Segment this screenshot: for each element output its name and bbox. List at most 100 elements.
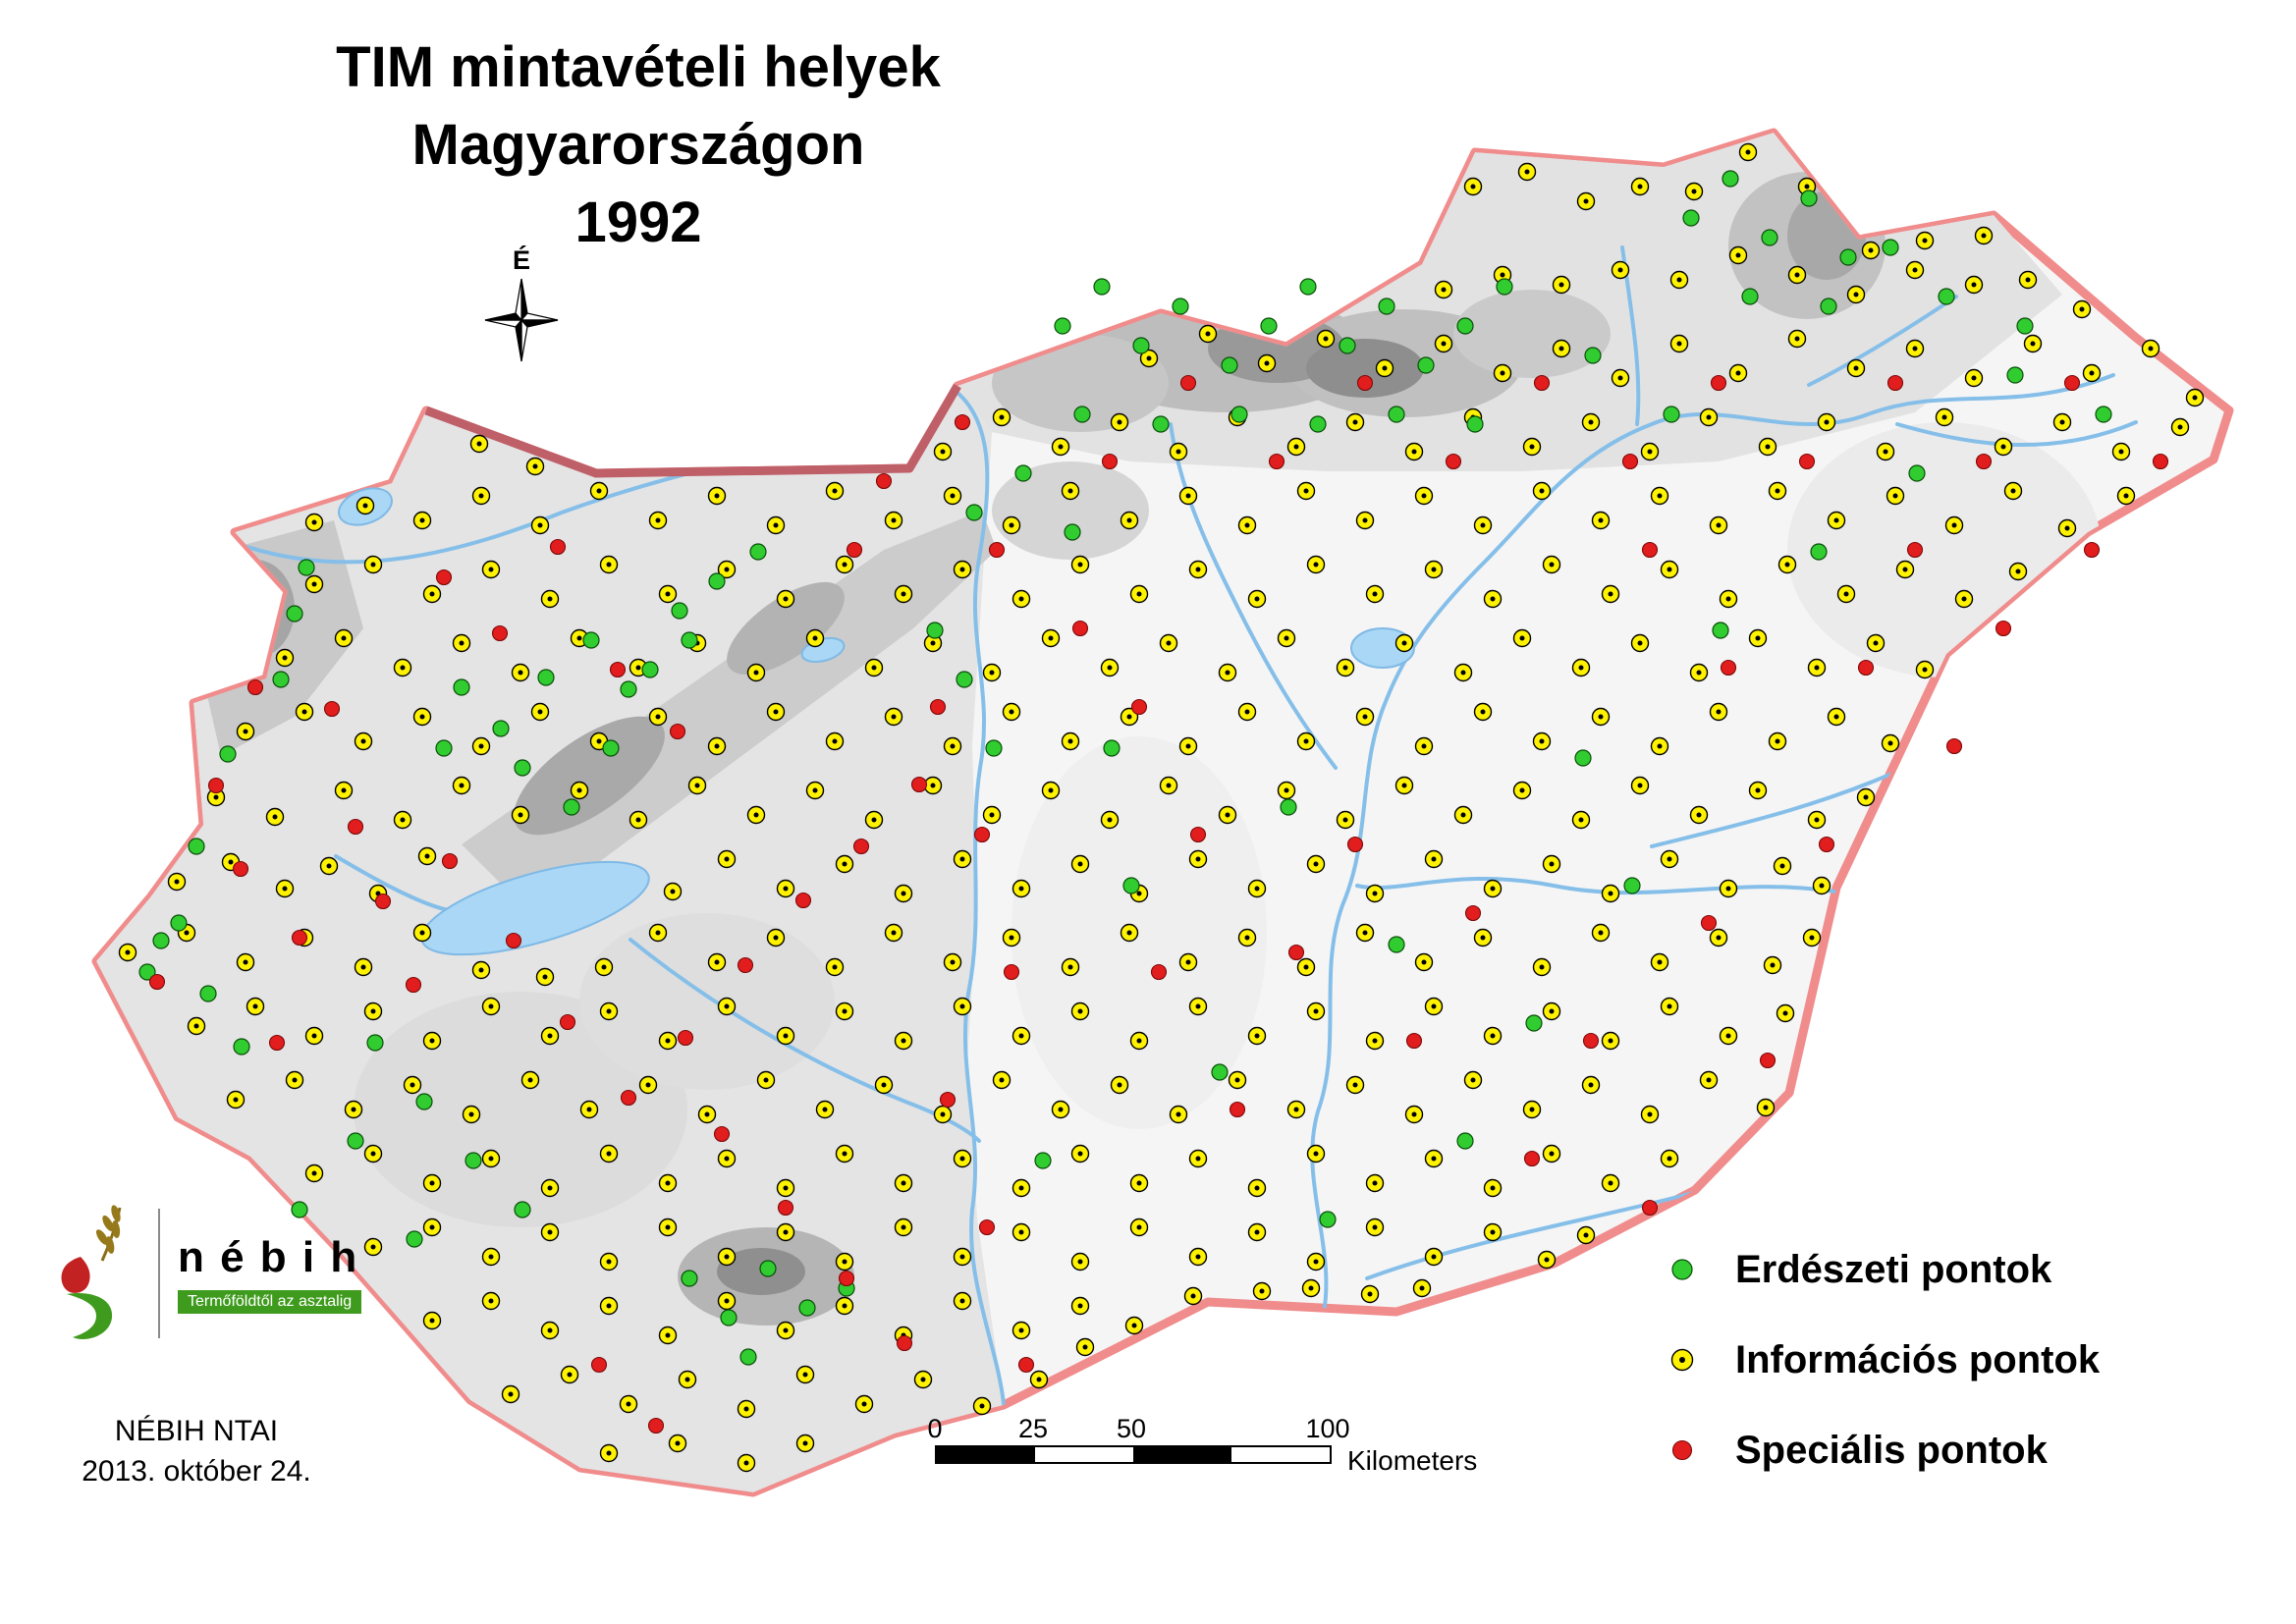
info-point-center: [1293, 444, 1299, 450]
info-point-center: [429, 1038, 435, 1044]
info-point-center: [1583, 1232, 1589, 1238]
info-point-center: [1637, 783, 1643, 788]
info-point-center: [694, 783, 700, 788]
info-point-center: [311, 1170, 317, 1176]
info-point-center: [901, 591, 906, 597]
info-point-center: [1598, 714, 1604, 720]
info-point-center: [292, 1077, 298, 1083]
forest-point: [1908, 464, 1926, 482]
info-point-center: [488, 1298, 494, 1304]
special-point: [1287, 944, 1305, 961]
info-point-center: [802, 1372, 808, 1378]
info-point-center: [508, 1391, 514, 1397]
info-point-center: [2015, 568, 2021, 574]
info-point-center: [1313, 1259, 1319, 1265]
info-point-center: [1755, 635, 1761, 641]
info-point-center: [1706, 1077, 1712, 1083]
info-point-center: [537, 709, 543, 715]
info-point-center: [1765, 444, 1771, 450]
info-point-center: [518, 670, 523, 676]
special-point: [1533, 374, 1551, 392]
info-point-center: [1770, 962, 1776, 968]
info-point-center: [1244, 522, 1250, 528]
info-point-center: [1716, 522, 1722, 528]
info-point-center: [1372, 591, 1378, 597]
info-point-center: [940, 449, 946, 455]
info-point-center: [527, 1077, 533, 1083]
info-point-center: [1544, 1257, 1550, 1263]
info-point-center: [2030, 341, 2036, 347]
forest-point: [1132, 337, 1150, 354]
special-point: [1886, 374, 1904, 392]
info-point-center: [1853, 365, 1859, 371]
forest-point: [739, 1348, 757, 1366]
info-point-center: [1667, 567, 1672, 572]
info-point-center: [1814, 817, 1820, 823]
info-point-center: [429, 591, 435, 597]
info-point-center: [429, 1180, 435, 1186]
info-point-center: [419, 714, 425, 720]
info-point-center: [1342, 665, 1348, 671]
info-point-center: [1259, 1288, 1265, 1294]
credits-date: 2013. október 24.: [82, 1454, 311, 1488]
info-point-center: [1136, 591, 1142, 597]
info-point-center: [1843, 591, 1849, 597]
info-point-center: [1107, 817, 1113, 823]
info-point-center: [1706, 414, 1712, 420]
forest-point: [1525, 1014, 1543, 1032]
info-point-center: [950, 743, 956, 749]
special-point: [896, 1334, 913, 1352]
river-zala: [334, 854, 451, 912]
info-point-center: [1175, 1111, 1181, 1117]
info-point-center: [714, 743, 720, 749]
info-point-center: [1254, 1185, 1260, 1191]
forest-point: [720, 1309, 738, 1326]
info-point-center: [1647, 449, 1653, 455]
special-point: [777, 1199, 794, 1217]
info-point-center: [1077, 1303, 1083, 1309]
info-point-center: [1264, 360, 1270, 366]
special-point: [1641, 541, 1659, 559]
info-point-center: [1549, 1008, 1555, 1014]
special-point: [2152, 453, 2169, 470]
info-point-center: [1735, 370, 1741, 376]
info-point-center: [272, 814, 278, 820]
info-point-center: [1067, 964, 1073, 970]
special-point: [1523, 1150, 1541, 1167]
special-point: [846, 541, 863, 559]
info-point-center: [1352, 1082, 1358, 1088]
info-point-center: [370, 1008, 376, 1014]
forest-point: [453, 678, 470, 696]
info-point-center: [1549, 1151, 1555, 1157]
info-point-center: [1809, 935, 1815, 941]
nebih-logo-name: n é b i h: [178, 1233, 359, 1281]
nebih-logo: n é b i h Termőföldtől az asztalig: [51, 1200, 362, 1347]
forest-point: [152, 932, 170, 949]
info-point-center: [1342, 817, 1348, 823]
info-point-center: [773, 522, 779, 528]
forest-point: [1882, 239, 1899, 256]
info-point-center: [537, 522, 543, 528]
info-point-center: [1303, 488, 1309, 494]
info-point-center: [1490, 1229, 1496, 1235]
special-point: [1229, 1101, 1246, 1118]
info-point-center: [1588, 419, 1594, 425]
info-point-center: [1293, 1107, 1299, 1112]
info-point-center: [2177, 424, 2183, 430]
info-point-center: [1779, 863, 1785, 869]
forest-point: [1938, 288, 1955, 305]
info-point-center: [429, 1224, 435, 1230]
info-point-center: [1480, 522, 1486, 528]
info-point-center: [1313, 1008, 1319, 1014]
info-point-center: [311, 581, 317, 587]
forest-point: [1103, 739, 1121, 757]
forest-point: [1712, 622, 1729, 639]
info-point-center: [488, 567, 494, 572]
info-point-center: [1431, 1254, 1437, 1260]
info-point-center: [861, 1401, 867, 1407]
credits: NÉBIH NTAI 2013. október 24.: [39, 1412, 354, 1491]
scale-bar-labels: 0 25 50 100: [927, 1414, 1524, 1445]
info-point-center: [429, 1318, 435, 1324]
info-point-center: [1598, 517, 1604, 523]
forest-point: [1172, 298, 1189, 315]
